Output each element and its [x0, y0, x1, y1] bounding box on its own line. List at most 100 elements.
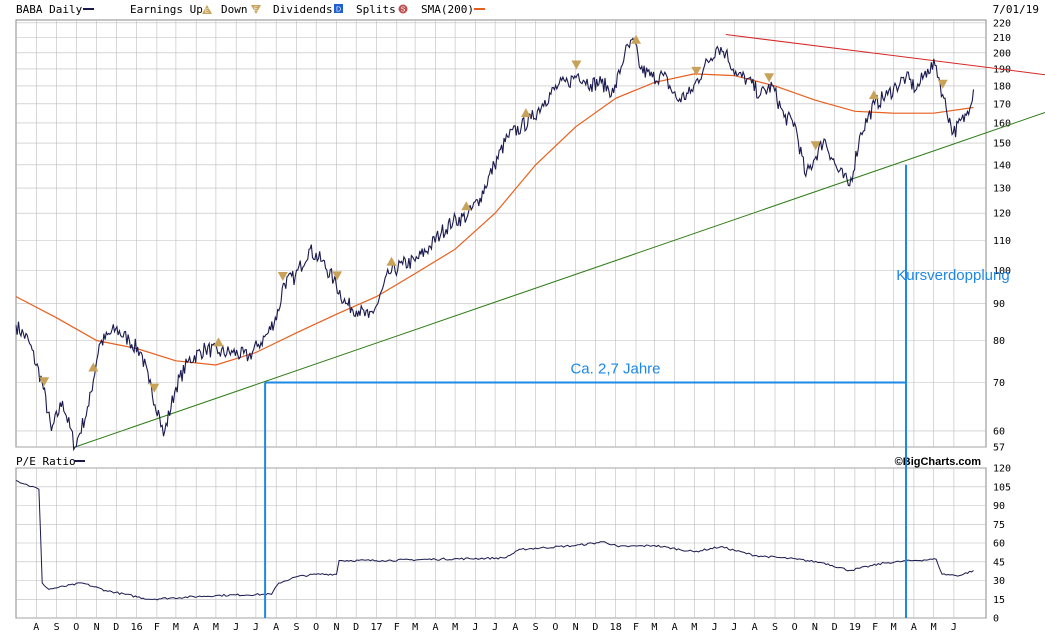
price-y-axis: 57 60 70 80 90 100 110 120 130 140 150 160 170 180 190… — [993, 18, 1011, 453]
chart-header: BABA Daily Earnings Up E Down E Dividend… — [16, 3, 1039, 16]
price-y-tick-label: 60 — [993, 426, 1005, 437]
x-tick-label: F — [633, 622, 639, 633]
pe-grid — [16, 467, 986, 619]
earnings-down-marker[interactable] — [691, 66, 702, 76]
earnings-down-marker[interactable] — [332, 271, 343, 281]
x-tick-label: A — [273, 622, 279, 633]
splits-icon: S — [398, 4, 408, 14]
x-tick-label: J — [233, 622, 239, 633]
x-tick-label: O — [313, 622, 319, 633]
pe-line-layer — [15, 480, 974, 601]
x-tick-label: S — [54, 622, 60, 633]
x-tick-label: S — [293, 622, 299, 633]
x-tick-label: O — [73, 622, 79, 633]
x-tick-label: M — [691, 622, 697, 633]
pe-label: P/E Ratio — [16, 455, 76, 468]
pe-y-tick-label: 105 — [993, 482, 1011, 493]
x-tick-label: J — [951, 622, 957, 633]
x-tick-label: M — [651, 622, 657, 633]
price-series-line — [15, 37, 975, 452]
earnings-markers — [39, 34, 948, 393]
earnings-up-marker[interactable] — [520, 108, 531, 118]
svg-text:S: S — [401, 7, 406, 14]
price-y-tick-label: 70 — [993, 378, 1005, 389]
earnings-up-label: Earnings Up — [130, 3, 203, 16]
price-y-tick-label: 100 — [993, 266, 1011, 277]
earnings-up-icon: E — [202, 5, 212, 15]
sma-line-layer — [15, 73, 974, 366]
earnings-down-marker[interactable] — [571, 60, 582, 70]
price-y-tick-label: 140 — [993, 160, 1011, 171]
price-y-tick-label: 80 — [993, 336, 1005, 347]
x-tick-label: N — [812, 622, 818, 633]
price-y-tick-label: 90 — [993, 299, 1005, 310]
pe-y-tick-label: 30 — [993, 576, 1005, 587]
x-tick-label: 16 — [131, 622, 143, 633]
earnings-up-marker[interactable] — [868, 90, 879, 100]
x-tick-label: J — [472, 622, 478, 633]
pe-y-tick-label: 120 — [993, 464, 1011, 475]
resistance-trendline — [725, 34, 1045, 76]
annotations: Ca. 2,7 Jahre Kursverdopplung — [264, 164, 1010, 618]
earnings-down-marker[interactable] — [277, 272, 288, 281]
earnings-up-marker[interactable] — [213, 337, 224, 347]
x-tick-label: N — [333, 622, 339, 633]
price-y-tick-label: 160 — [993, 118, 1011, 129]
x-tick-label: D — [113, 622, 119, 633]
price-y-tick-label: 150 — [993, 139, 1011, 150]
x-tick-label: N — [94, 622, 100, 633]
price-y-tick-label: 210 — [993, 33, 1011, 44]
x-tick-label: A — [911, 622, 917, 633]
earnings-down-marker[interactable] — [937, 79, 948, 89]
x-tick-label: M — [452, 622, 458, 633]
price-panel-frame — [15, 19, 987, 448]
x-tick-label: S — [533, 622, 539, 633]
earnings-down-marker[interactable] — [149, 383, 160, 393]
doubling-annotation-label: Kursverdopplung — [896, 267, 1009, 284]
dividends-icon: D — [334, 4, 343, 14]
pe-y-tick-label: 0 — [993, 614, 999, 625]
x-tick-label: A — [752, 622, 758, 633]
x-tick-label: 17 — [370, 622, 382, 633]
x-tick-label: N — [573, 622, 579, 633]
price-y-tick-label: 200 — [993, 48, 1011, 59]
x-tick-label: A — [193, 622, 199, 633]
period-annotation-label: Ca. 2,7 Jahre — [570, 361, 660, 378]
pe-y-axis: 0 15 30 45 60 75 90 105 120 — [993, 464, 1011, 625]
price-panel: 57 60 70 80 90 100 110 120 130 140 150 160 170 180 190… — [15, 18, 1045, 454]
price-y-tick-label: 57 — [993, 443, 1005, 454]
x-tick-label: M — [931, 622, 937, 633]
pe-y-tick-label: 15 — [993, 595, 1005, 606]
x-tick-label: J — [253, 622, 259, 633]
support-trendline — [74, 112, 1045, 448]
earnings-up-marker[interactable] — [88, 362, 99, 372]
symbol-label: BABA Daily — [16, 3, 83, 16]
x-axis: A S O N D 16 F M A M J J A S O N D 17 F M A M J J A S O N D 18 F M A M J J A… — [33, 622, 957, 633]
earnings-up-marker[interactable] — [386, 256, 397, 266]
pe-panel: 0 15 30 45 60 75 90 105 120 P/E Ratio ©BigCharts… — [15, 455, 1011, 625]
price-y-tick-label: 130 — [993, 184, 1011, 195]
x-tick-label: M — [173, 622, 179, 633]
earnings-up-marker[interactable] — [631, 34, 641, 44]
x-tick-label: J — [492, 622, 498, 633]
x-tick-label: A — [672, 622, 678, 633]
earnings-down-marker[interactable] — [764, 73, 775, 83]
pe-y-tick-label: 60 — [993, 539, 1005, 550]
x-tick-label: A — [512, 622, 518, 633]
earnings-down-marker[interactable] — [39, 377, 50, 387]
x-tick-label: D — [832, 622, 838, 633]
pe-y-tick-label: 45 — [993, 557, 1005, 568]
brand-logo: ©BigCharts.com — [895, 456, 982, 468]
dividends-label: Dividends — [273, 3, 333, 16]
x-tick-label: D — [592, 622, 598, 633]
sma-series-line — [15, 73, 974, 366]
price-y-tick-label: 180 — [993, 81, 1011, 92]
price-y-tick-label: 220 — [993, 18, 1011, 29]
earnings-up-marker[interactable] — [461, 201, 472, 211]
price-y-tick-label: 120 — [993, 209, 1011, 220]
earnings-down-label: Down — [221, 3, 248, 16]
x-tick-label: J — [731, 622, 737, 633]
earnings-down-marker[interactable] — [810, 141, 821, 151]
chart-date: 7/01/19 — [993, 3, 1039, 16]
earnings-down-icon: E — [251, 5, 261, 14]
